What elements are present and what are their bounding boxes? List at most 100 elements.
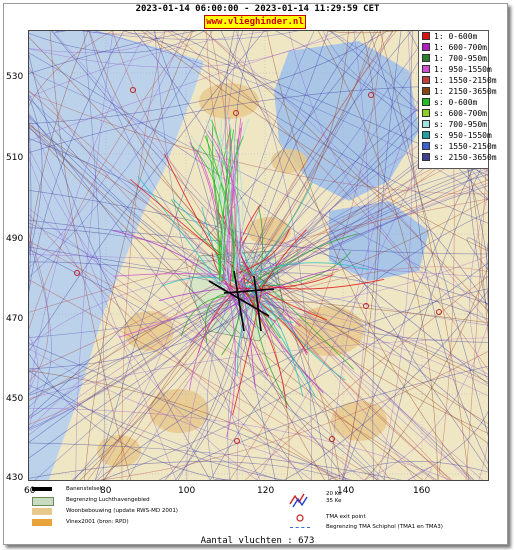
y-tick-label: 490 <box>6 234 24 244</box>
flight-track <box>29 31 193 330</box>
flight-track <box>241 31 393 268</box>
y-tick-label: 530 <box>6 72 24 82</box>
y-tick-label: 430 <box>6 473 24 483</box>
tma-exit-points <box>74 87 442 444</box>
flight-track <box>175 294 255 480</box>
legend-item: 1: 950-1550m <box>422 65 492 75</box>
flight-track <box>206 301 230 480</box>
flight-track <box>212 124 233 272</box>
brand-link[interactable]: www.vlieghinder.nl <box>204 15 306 29</box>
flight-track <box>410 31 488 465</box>
flight-track <box>198 144 235 282</box>
legend-item: s: 1550-2150m <box>422 142 497 152</box>
flight-track <box>244 198 488 299</box>
flight-track <box>234 283 483 480</box>
flight-track <box>81 31 299 40</box>
flight-track <box>29 53 211 480</box>
runway-swatch <box>32 487 52 491</box>
flight-track <box>254 233 359 293</box>
flight-track <box>29 370 337 480</box>
flight-track <box>465 132 488 480</box>
flight-track <box>248 274 453 480</box>
flight-track <box>233 31 254 278</box>
flight-track <box>253 289 290 407</box>
flight-track <box>245 181 313 280</box>
tma-boundary-swatch <box>290 527 310 528</box>
flight-track <box>242 277 328 321</box>
airport-boundary-swatch <box>32 497 54 506</box>
flight-track <box>96 288 488 480</box>
legend-swatch <box>422 98 430 106</box>
flight-track <box>52 31 469 480</box>
legend-swatch <box>422 65 430 73</box>
flight-track <box>29 385 280 480</box>
flight-track <box>240 270 416 480</box>
flight-track <box>341 31 379 480</box>
flight-track <box>239 179 488 270</box>
legend-item: s: 0-600m <box>422 98 477 108</box>
flight-track <box>29 115 177 480</box>
flight-track <box>137 176 228 296</box>
flight-track <box>232 275 282 330</box>
flight-track <box>154 31 261 480</box>
flight-track <box>230 31 375 295</box>
map-key: Banenstelsel Begrenzing Luchthavengebied… <box>30 486 490 536</box>
flight-track <box>29 31 337 68</box>
flight-track <box>29 303 254 459</box>
flight-track <box>266 31 471 480</box>
flight-track <box>262 278 385 290</box>
flight-track <box>158 287 225 302</box>
flight-track <box>29 214 339 480</box>
flight-track <box>246 273 386 480</box>
flight-track <box>190 144 226 282</box>
page-title: 2023-01-14 06:00:00 - 2023-01-14 11:29:5… <box>135 4 380 14</box>
flight-track <box>258 278 346 381</box>
y-tick-label: 510 <box>6 153 24 163</box>
flight-track <box>29 138 488 429</box>
flight-track <box>87 290 240 480</box>
map-key-label: TMA exit point <box>326 514 366 520</box>
legend-item: s: 600-700m <box>422 109 487 119</box>
x-tick-label: 120 <box>257 486 275 496</box>
flight-track <box>228 117 233 282</box>
flight-track <box>252 270 474 480</box>
flight-track <box>254 31 349 273</box>
legend-item: 1: 1550-2150m <box>422 76 497 86</box>
x-tick-label: 100 <box>178 486 196 496</box>
flight-track <box>29 31 124 294</box>
flight-track <box>29 31 205 54</box>
flight-track <box>29 299 234 395</box>
flight-track <box>407 410 488 480</box>
flight-track <box>29 116 244 300</box>
flight-track <box>82 31 179 35</box>
flight-track <box>383 151 488 480</box>
flight-track <box>29 219 488 255</box>
flight-track <box>29 370 285 480</box>
flight-track <box>118 288 246 338</box>
legend-item: s: 700-950m <box>422 120 487 130</box>
flight-track <box>29 442 402 480</box>
flight-track <box>172 198 249 272</box>
map-key-label: Vinex2001 (bron: RPD) <box>66 519 129 525</box>
flight-track <box>236 31 412 280</box>
legend-swatch <box>422 87 430 95</box>
map-key-label: Woonbebouwing (update RWS-MD 2001) <box>66 508 178 514</box>
flight-track <box>29 31 185 269</box>
flight-track <box>158 365 488 480</box>
flight-track <box>325 31 400 34</box>
flight-track <box>243 274 276 322</box>
flight-track <box>205 293 226 343</box>
flight-track <box>252 262 369 274</box>
legend-swatch <box>422 43 430 51</box>
legend-swatch <box>422 131 430 139</box>
flight-track <box>71 296 243 480</box>
flight-track <box>327 461 488 480</box>
x-tick-label: 160 <box>413 486 431 496</box>
flight-track <box>229 31 384 480</box>
flight-track <box>250 169 488 276</box>
flight-track <box>186 300 251 480</box>
flight-track <box>240 278 256 388</box>
flight-track <box>226 288 236 438</box>
flight-track <box>75 31 114 480</box>
flight-track <box>29 31 213 278</box>
